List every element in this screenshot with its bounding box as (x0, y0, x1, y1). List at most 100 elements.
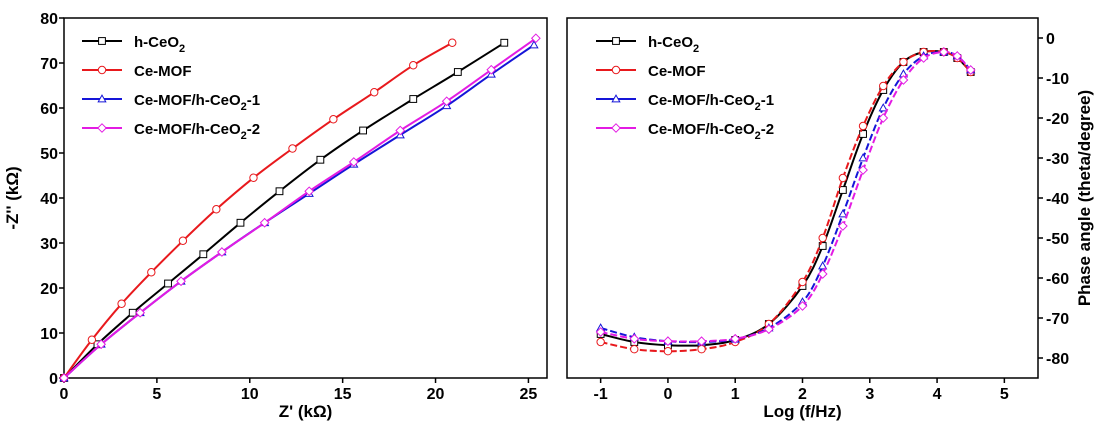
data-point (859, 130, 867, 138)
data-point (878, 103, 888, 112)
data-point (96, 339, 107, 350)
legend-marker (97, 123, 107, 133)
data-point (697, 345, 706, 354)
y-tick-label: 50 (40, 146, 58, 163)
legend-label-subscript: 2 (241, 130, 247, 142)
legend-label-suffix: -1 (247, 92, 260, 109)
data-point (858, 121, 868, 131)
x-tick-label: 20 (427, 386, 445, 403)
data-point (176, 276, 186, 287)
data-point (409, 95, 418, 103)
data-point (453, 68, 462, 76)
data-point (838, 173, 848, 183)
x-tick-label: 0 (663, 386, 672, 403)
data-point (329, 115, 338, 124)
legend-label-suffix: -2 (247, 121, 260, 138)
legend-label: Ce-MOF/h-CeO2-1 (648, 92, 774, 113)
x-axis-label: Log (f/Hz) (763, 402, 841, 421)
legend-label-subscript: 2 (693, 43, 699, 55)
legend-marker (97, 94, 107, 103)
data-point (899, 57, 908, 67)
y-tick-label: 30 (40, 236, 58, 253)
legend-label: Ce-MOF/h-CeO2-2 (648, 121, 774, 142)
data-point (818, 233, 827, 243)
data-point (818, 261, 828, 270)
y-tick-label: 80 (40, 11, 58, 28)
legend-item: Ce-MOF/h-CeO2-2 (596, 121, 774, 142)
data-point (288, 144, 297, 153)
y-tick-label: -60 (1046, 271, 1069, 288)
data-point (838, 186, 847, 194)
data-point (595, 327, 606, 337)
legend-marker (611, 65, 621, 75)
x-tick-label: 5 (152, 386, 161, 403)
data-point (147, 268, 156, 277)
data-point (596, 337, 605, 347)
legend-label: Ce-MOF/h-CeO2-2 (134, 121, 260, 142)
legend-label-base: Ce-MOF/h-CeO (134, 121, 241, 138)
data-point (918, 53, 929, 63)
x-tick-label: 25 (520, 386, 538, 403)
series-line (600, 49, 972, 353)
legend-marker (612, 37, 620, 45)
legend-label-subscript: 2 (241, 101, 247, 113)
legend-label-subscript: 2 (179, 43, 185, 55)
legend-label-base: Ce-MOF/h-CeO (648, 121, 755, 138)
data-point (441, 96, 452, 107)
data-point (486, 64, 497, 75)
x-tick-label: 15 (334, 386, 352, 403)
series-line (63, 37, 537, 379)
y-tick-label: -50 (1046, 231, 1069, 248)
y-tick-label: -70 (1046, 311, 1069, 328)
data-point (249, 173, 258, 182)
series-3 (595, 47, 976, 347)
data-point (763, 324, 774, 335)
data-point (359, 126, 367, 135)
series-line (600, 50, 972, 343)
data-point (212, 205, 221, 214)
data-point (878, 113, 889, 123)
y-axis-label: Phase angle (theta/degree) (1075, 90, 1094, 306)
data-point (259, 217, 270, 228)
data-point (199, 250, 208, 259)
x-tick-label: -1 (594, 386, 608, 403)
y-tick-label: 0 (1046, 31, 1055, 48)
data-point (817, 269, 828, 279)
data-point (837, 221, 848, 231)
data-point (59, 373, 69, 383)
legend-label-base: h-CeO (134, 34, 179, 51)
legend-label-base: Ce-MOF (134, 63, 192, 80)
data-point (164, 279, 172, 288)
x-tick-label: 4 (933, 386, 942, 403)
data-point (797, 301, 808, 311)
data-point (529, 40, 539, 49)
y-tick-label: 70 (40, 56, 58, 73)
legend-label-base: Ce-MOF/h-CeO (648, 92, 755, 109)
x-axis-label: Z' (kΩ) (279, 402, 333, 421)
legend: h-CeO2Ce-MOFCe-MOF/h-CeO2-1Ce-MOF/h-CeO2… (82, 34, 260, 142)
legend-label: h-CeO2 (134, 34, 185, 55)
legend-item: Ce-MOF/h-CeO2-1 (596, 92, 774, 113)
legend-marker (97, 65, 107, 75)
data-point (316, 155, 325, 164)
legend-marker (611, 123, 621, 133)
y-tick-label: -10 (1046, 71, 1069, 88)
data-point (370, 88, 379, 97)
legend-label-base: Ce-MOF (648, 63, 706, 80)
legend-label-suffix: -1 (761, 92, 774, 109)
data-point (630, 345, 639, 354)
legend-label-subscript: 2 (755, 130, 761, 142)
x-tick-label: 10 (241, 386, 259, 403)
nyquist-plot: 0 5 10 15 20 25 0 10 20 30 40 50 60 70 80 Z' (kΩ) -Z'' (… (3, 11, 548, 421)
legend-marker (98, 37, 106, 45)
data-point (696, 336, 707, 347)
y-tick-label: -30 (1046, 151, 1069, 168)
data-point (304, 186, 315, 197)
data-point (348, 157, 359, 167)
data-point (898, 75, 909, 85)
legend-item: Ce-MOF (596, 63, 706, 80)
data-point (838, 209, 848, 218)
data-point (409, 61, 418, 70)
data-point (216, 247, 227, 257)
